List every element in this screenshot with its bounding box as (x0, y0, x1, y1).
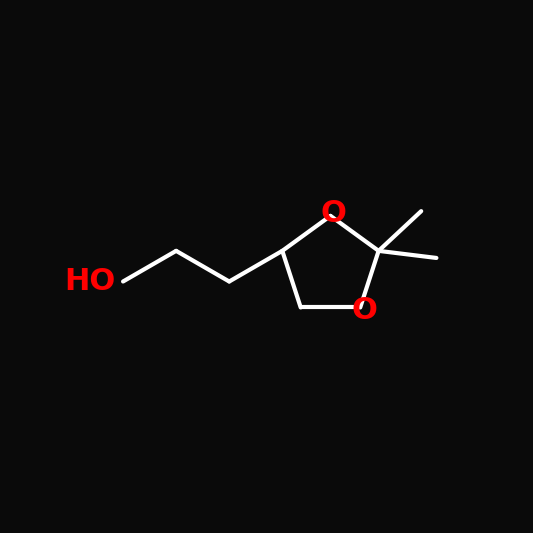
Text: HO: HO (64, 267, 115, 296)
Text: O: O (320, 199, 346, 228)
Text: O: O (352, 296, 377, 325)
